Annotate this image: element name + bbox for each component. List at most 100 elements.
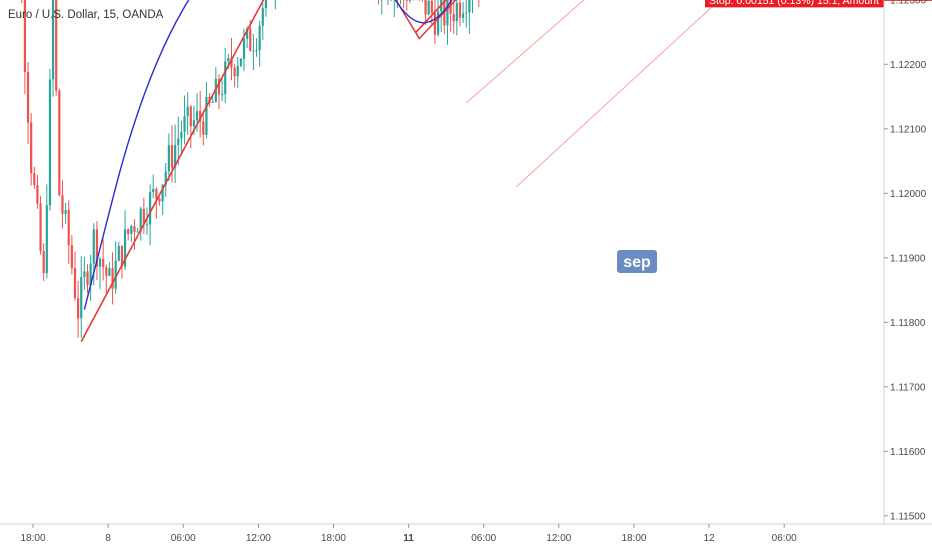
candle-body [23,0,27,73]
candle-body [227,57,230,62]
candle-body [117,245,120,261]
candle-body [183,116,186,133]
x-tick-label: 12 [704,533,716,544]
candle-body [189,106,192,127]
x-tick-label: 06:00 [471,533,496,544]
candle-body [446,0,449,26]
stop-label-bg [705,0,928,8]
candle-body [39,203,42,252]
candle-body [408,0,411,1]
candle-body [61,195,64,214]
x-tick-label: 12:00 [246,533,271,544]
candle-body [433,12,437,35]
outer-channel-line [515,0,721,188]
candle-body [455,2,458,22]
candle-body [449,0,452,14]
candle-body [149,192,152,225]
candle-body [174,144,177,168]
candle-body [142,208,145,225]
y-tick-label: 1.11700 [890,382,926,393]
y-tick-label: 1.11500 [890,511,926,522]
candle-body [249,28,252,51]
y-tick-label: 1.11600 [890,447,926,458]
candle-body [430,0,433,13]
candle-body [130,226,133,235]
candle-body [55,0,58,91]
candle-body [458,2,462,18]
outer-channel-lines [465,0,721,188]
candle-body [48,79,52,206]
candles-layer [21,0,480,338]
candle-body [424,0,427,15]
candle-body [258,25,261,51]
price-tag-bg [884,0,932,1]
candle-body [180,132,183,139]
candle-body [155,188,158,199]
x-tick-label: 18:00 [20,533,45,544]
candle-body [164,171,167,185]
candle-body [58,90,61,196]
y-tick-label: 1.12200 [890,60,927,71]
x-tick-label: 8 [105,533,111,544]
candle-body [33,173,36,186]
candle-body [195,111,199,121]
candle-body [161,184,164,202]
candle-body [239,58,242,66]
candle-body [158,198,161,202]
candle-body [89,263,92,286]
outer-channel-line [465,0,585,104]
x-tick-label: 06:00 [772,533,797,544]
candle-body [211,101,214,103]
candle-body [186,106,189,117]
candle-body [92,229,95,264]
x-tick-label: 18:00 [621,533,646,544]
candle-body [242,38,246,59]
y-tick-label: 1.12300 [890,0,927,6]
candle-body [192,120,196,127]
candle-body [264,0,268,9]
candle-body [436,11,440,35]
candle-body [45,205,48,274]
y-tick-label: 1.11900 [890,253,926,264]
candle-body [42,251,45,274]
candle-body [202,121,205,135]
candle-body [236,65,239,77]
candle-body [224,61,227,94]
stop-label-text: Stop: 0.00151 (0.13%) 15.1, Amount [709,0,879,7]
candle-body [145,224,149,226]
x-tick-label: 18:00 [321,533,346,544]
candle-body [123,229,127,267]
candle-body [102,258,105,268]
projection-path [83,0,453,310]
candle-body [468,0,471,13]
session-badge: sep [617,250,657,273]
y-tick-label: 1.11800 [890,318,926,329]
candle-body [26,72,30,123]
position-labels-layer: Target: 0.00438 (0.39%) 43.8, AmountStop… [617,0,928,273]
pattern-zigzag [80,0,457,343]
candle-body [246,28,249,39]
price-tag-stop: 1.12310 [884,0,932,1]
candle-body [114,260,117,289]
candle-body [105,267,108,276]
candle-body [108,268,111,276]
candle-body [462,13,465,18]
candle-body [80,277,83,319]
candle-body [252,50,255,52]
price-axis-bg [884,0,932,550]
candle-body [30,122,33,174]
candle-body [83,271,86,278]
candle-body [170,145,174,168]
drawings-layer [80,0,457,343]
x-tick-label: 12:00 [546,533,571,544]
session-badge-bg [617,250,657,273]
candle-body [64,210,67,214]
candle-body [465,12,468,14]
candle-body [167,145,170,172]
candle-body [405,0,408,1]
candle-body [73,268,77,299]
candle-body [199,111,202,122]
candle-body [67,210,70,246]
